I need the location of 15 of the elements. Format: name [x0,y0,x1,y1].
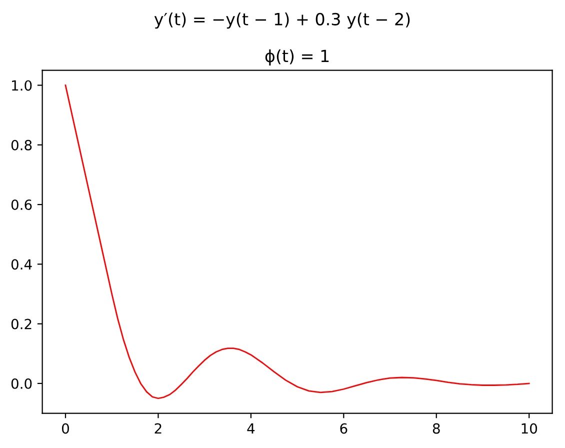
chart-title: y′(t) = −y(t − 1) + 0.3 y(t − 2) [154,12,410,29]
y-tick-label: 1.0 [12,80,32,91]
y-tick-label: 0.8 [11,140,32,150]
x-tick-label: 4 [247,423,255,434]
chart-subtitle: ϕ(t) = 1 [265,49,329,66]
x-tick-label: 6 [340,423,348,434]
x-tick-label: 8 [432,423,440,434]
line-series [64,84,530,400]
x-tick-label: 2 [154,423,162,434]
y-tick-label: 0.2 [11,318,32,330]
x-tick-label: 10 [522,423,538,434]
x-tick-label: 0 [62,423,69,434]
y-tick-label: 0.0 [11,378,32,389]
y-tick-label: 0.6 [11,200,32,210]
y-tick-label: 0.4 [11,259,32,270]
